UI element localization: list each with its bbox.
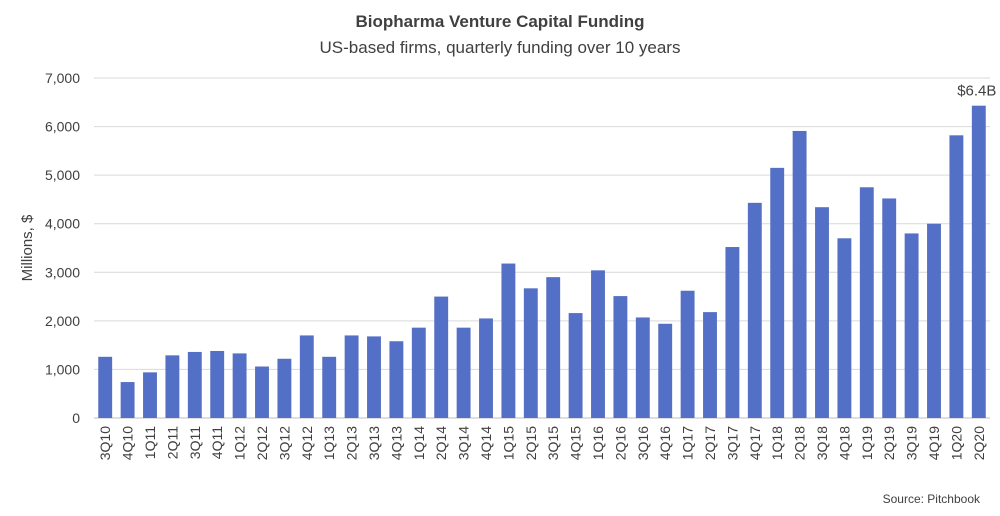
x-tick-label: 2Q14 <box>433 426 449 460</box>
x-axis-ticks: 3Q10 4Q10 1Q11 2Q11 3Q11 4Q11 1Q12 2Q12 3Q12 4Q12… <box>97 426 987 460</box>
bar <box>165 355 180 418</box>
x-tick-label: 4Q14 <box>478 426 494 460</box>
x-tick-label: 4Q11 <box>209 426 225 459</box>
bar <box>591 270 605 418</box>
x-tick-label: 3Q16 <box>635 426 651 460</box>
x-tick-label: 3Q14 <box>456 426 472 460</box>
x-tick-label: 2Q17 <box>702 426 718 460</box>
bar <box>927 223 941 418</box>
x-tick-label: 2Q11 <box>164 426 180 459</box>
bar <box>501 263 516 418</box>
y-tick-label: 7,000 <box>45 70 80 86</box>
bar <box>792 130 807 418</box>
y-tick-label: 6,000 <box>45 119 80 135</box>
bar <box>299 335 314 418</box>
x-tick-label: 3Q10 <box>97 426 113 460</box>
y-tick-label: 1,000 <box>45 361 80 377</box>
chart-title: Biopharma Venture Capital Funding <box>355 12 644 31</box>
x-tick-label: 4Q16 <box>657 426 673 460</box>
bar <box>568 313 583 418</box>
bar <box>322 356 337 418</box>
x-tick-label: 3Q15 <box>545 426 561 460</box>
x-tick-label: 3Q13 <box>366 426 382 460</box>
y-tick-label: 3,000 <box>45 264 80 280</box>
x-tick-label: 2Q12 <box>254 426 270 460</box>
x-tick-label: 1Q11 <box>142 426 158 459</box>
bar <box>255 366 269 418</box>
x-tick-label: 4Q19 <box>926 426 942 460</box>
y-tick-label: 0 <box>72 410 80 426</box>
x-tick-label: 4Q12 <box>299 426 315 460</box>
bar <box>434 296 449 418</box>
x-tick-label: 3Q12 <box>276 426 292 460</box>
x-tick-label: 1Q18 <box>769 426 785 460</box>
x-tick-label: 1Q17 <box>680 426 696 460</box>
bar <box>367 336 381 418</box>
x-tick-label: 4Q18 <box>836 426 852 460</box>
y-tick-label: 2,000 <box>45 313 80 329</box>
bar <box>859 187 874 418</box>
bar <box>210 350 225 418</box>
x-tick-label: 3Q17 <box>724 426 740 460</box>
bar <box>658 323 673 418</box>
bar <box>680 290 695 418</box>
x-tick-label: 2Q18 <box>792 426 808 460</box>
y-axis-ticks: 0 1,000 2,000 3,000 4,000 5,000 6,000 7,000 <box>45 70 80 426</box>
x-tick-label: 4Q10 <box>120 426 136 460</box>
x-tick-label: 2Q15 <box>523 426 539 460</box>
bar <box>613 296 628 418</box>
bar <box>546 277 561 418</box>
x-tick-label: 2Q13 <box>344 426 360 460</box>
x-tick-label: 1Q12 <box>232 426 248 460</box>
x-tick-label: 2Q16 <box>612 426 628 460</box>
bar <box>98 356 113 418</box>
y-axis-label: Millions, $ <box>19 214 36 281</box>
bar <box>770 167 785 418</box>
x-tick-label: 4Q13 <box>388 426 404 460</box>
bar <box>747 202 762 418</box>
x-tick-label: 3Q11 <box>187 426 203 459</box>
x-tick-label: 3Q19 <box>904 426 920 460</box>
chart-subtitle: US-based firms, quarterly funding over 1… <box>320 38 681 57</box>
gridlines <box>94 77 990 419</box>
x-tick-label: 3Q18 <box>814 426 830 460</box>
bar <box>971 105 986 418</box>
source-note: Source: Pitchbook <box>883 492 981 506</box>
x-tick-label: 1Q16 <box>590 426 606 460</box>
bar <box>479 318 493 418</box>
x-tick-label: 2Q19 <box>881 426 897 460</box>
bar <box>187 351 202 418</box>
bar <box>904 233 919 418</box>
bar <box>882 198 897 418</box>
x-tick-label: 1Q14 <box>411 426 427 460</box>
bars <box>98 105 986 419</box>
y-tick-label: 4,000 <box>45 216 80 232</box>
x-tick-label: 2Q20 <box>971 426 987 460</box>
bar <box>815 207 829 418</box>
y-tick-label: 5,000 <box>45 167 80 183</box>
bar <box>344 335 359 418</box>
x-tick-label: 4Q15 <box>568 426 584 460</box>
bar-annotation-label: $6.4B <box>957 83 996 100</box>
bar <box>703 312 717 418</box>
bar <box>456 327 471 418</box>
x-tick-label: 1Q19 <box>859 426 875 460</box>
bar <box>389 341 404 418</box>
bar <box>143 372 157 418</box>
x-tick-label: 1Q13 <box>321 426 337 460</box>
bar <box>725 247 740 418</box>
bar <box>949 135 964 419</box>
x-tick-label: 1Q20 <box>948 426 964 460</box>
bar <box>277 358 292 418</box>
bar <box>635 317 650 418</box>
bar <box>837 238 852 418</box>
bar <box>232 353 247 418</box>
x-tick-label: 1Q15 <box>500 426 516 460</box>
bar <box>523 288 538 418</box>
bar <box>411 327 426 418</box>
x-tick-label: 4Q17 <box>747 426 763 460</box>
bar <box>120 382 135 418</box>
